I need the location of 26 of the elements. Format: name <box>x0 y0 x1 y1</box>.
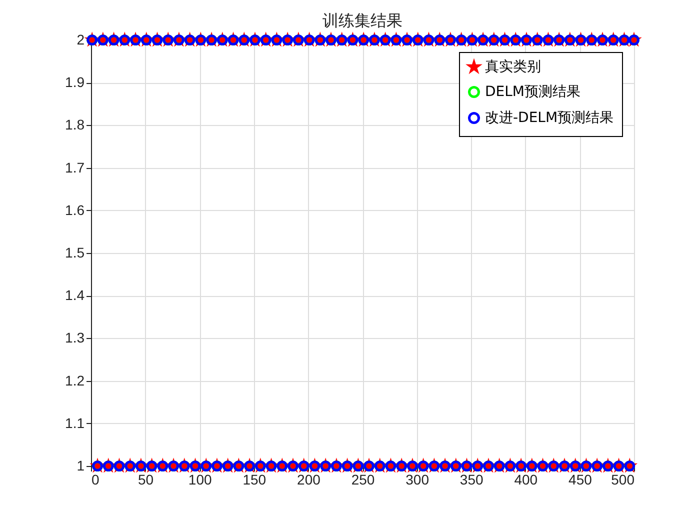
x-tick-label: 450 <box>568 472 592 488</box>
y-tick-label: 1.6 <box>65 202 85 218</box>
x-tick-label: 150 <box>242 472 266 488</box>
x-tick-label: 250 <box>351 472 375 488</box>
x-tick-label: 350 <box>460 472 484 488</box>
y-tick-label: 1.3 <box>65 330 85 346</box>
y-tick-label: 1 <box>76 458 85 474</box>
x-tick-label: 300 <box>406 472 430 488</box>
x-tick-label: 200 <box>297 472 321 488</box>
y-tick-label: 1.7 <box>65 159 85 176</box>
legend-label: 改进-DELM预测结果 <box>485 110 614 126</box>
y-tick-label: 2 <box>76 32 85 48</box>
x-tick-label: 0 <box>92 472 100 488</box>
y-tick-label: 1.1 <box>65 414 85 431</box>
y-tick-label: 1.9 <box>65 74 85 90</box>
y-tick-label: 1.8 <box>65 116 85 133</box>
y-tick-label: 1.4 <box>65 287 85 304</box>
chart-title: 训练集结果 <box>322 10 402 30</box>
x-tick-label: 400 <box>514 472 538 488</box>
y-tick-label: 1.5 <box>65 244 85 260</box>
legend-label: 真实类别 <box>485 59 541 75</box>
x-tick-label: 50 <box>138 472 154 488</box>
x-tick-label: 100 <box>188 472 212 488</box>
legend-label: DELM预测结果 <box>485 84 581 100</box>
y-tick-label: 1.2 <box>65 372 85 388</box>
x-tick-label: 500 <box>611 472 635 488</box>
